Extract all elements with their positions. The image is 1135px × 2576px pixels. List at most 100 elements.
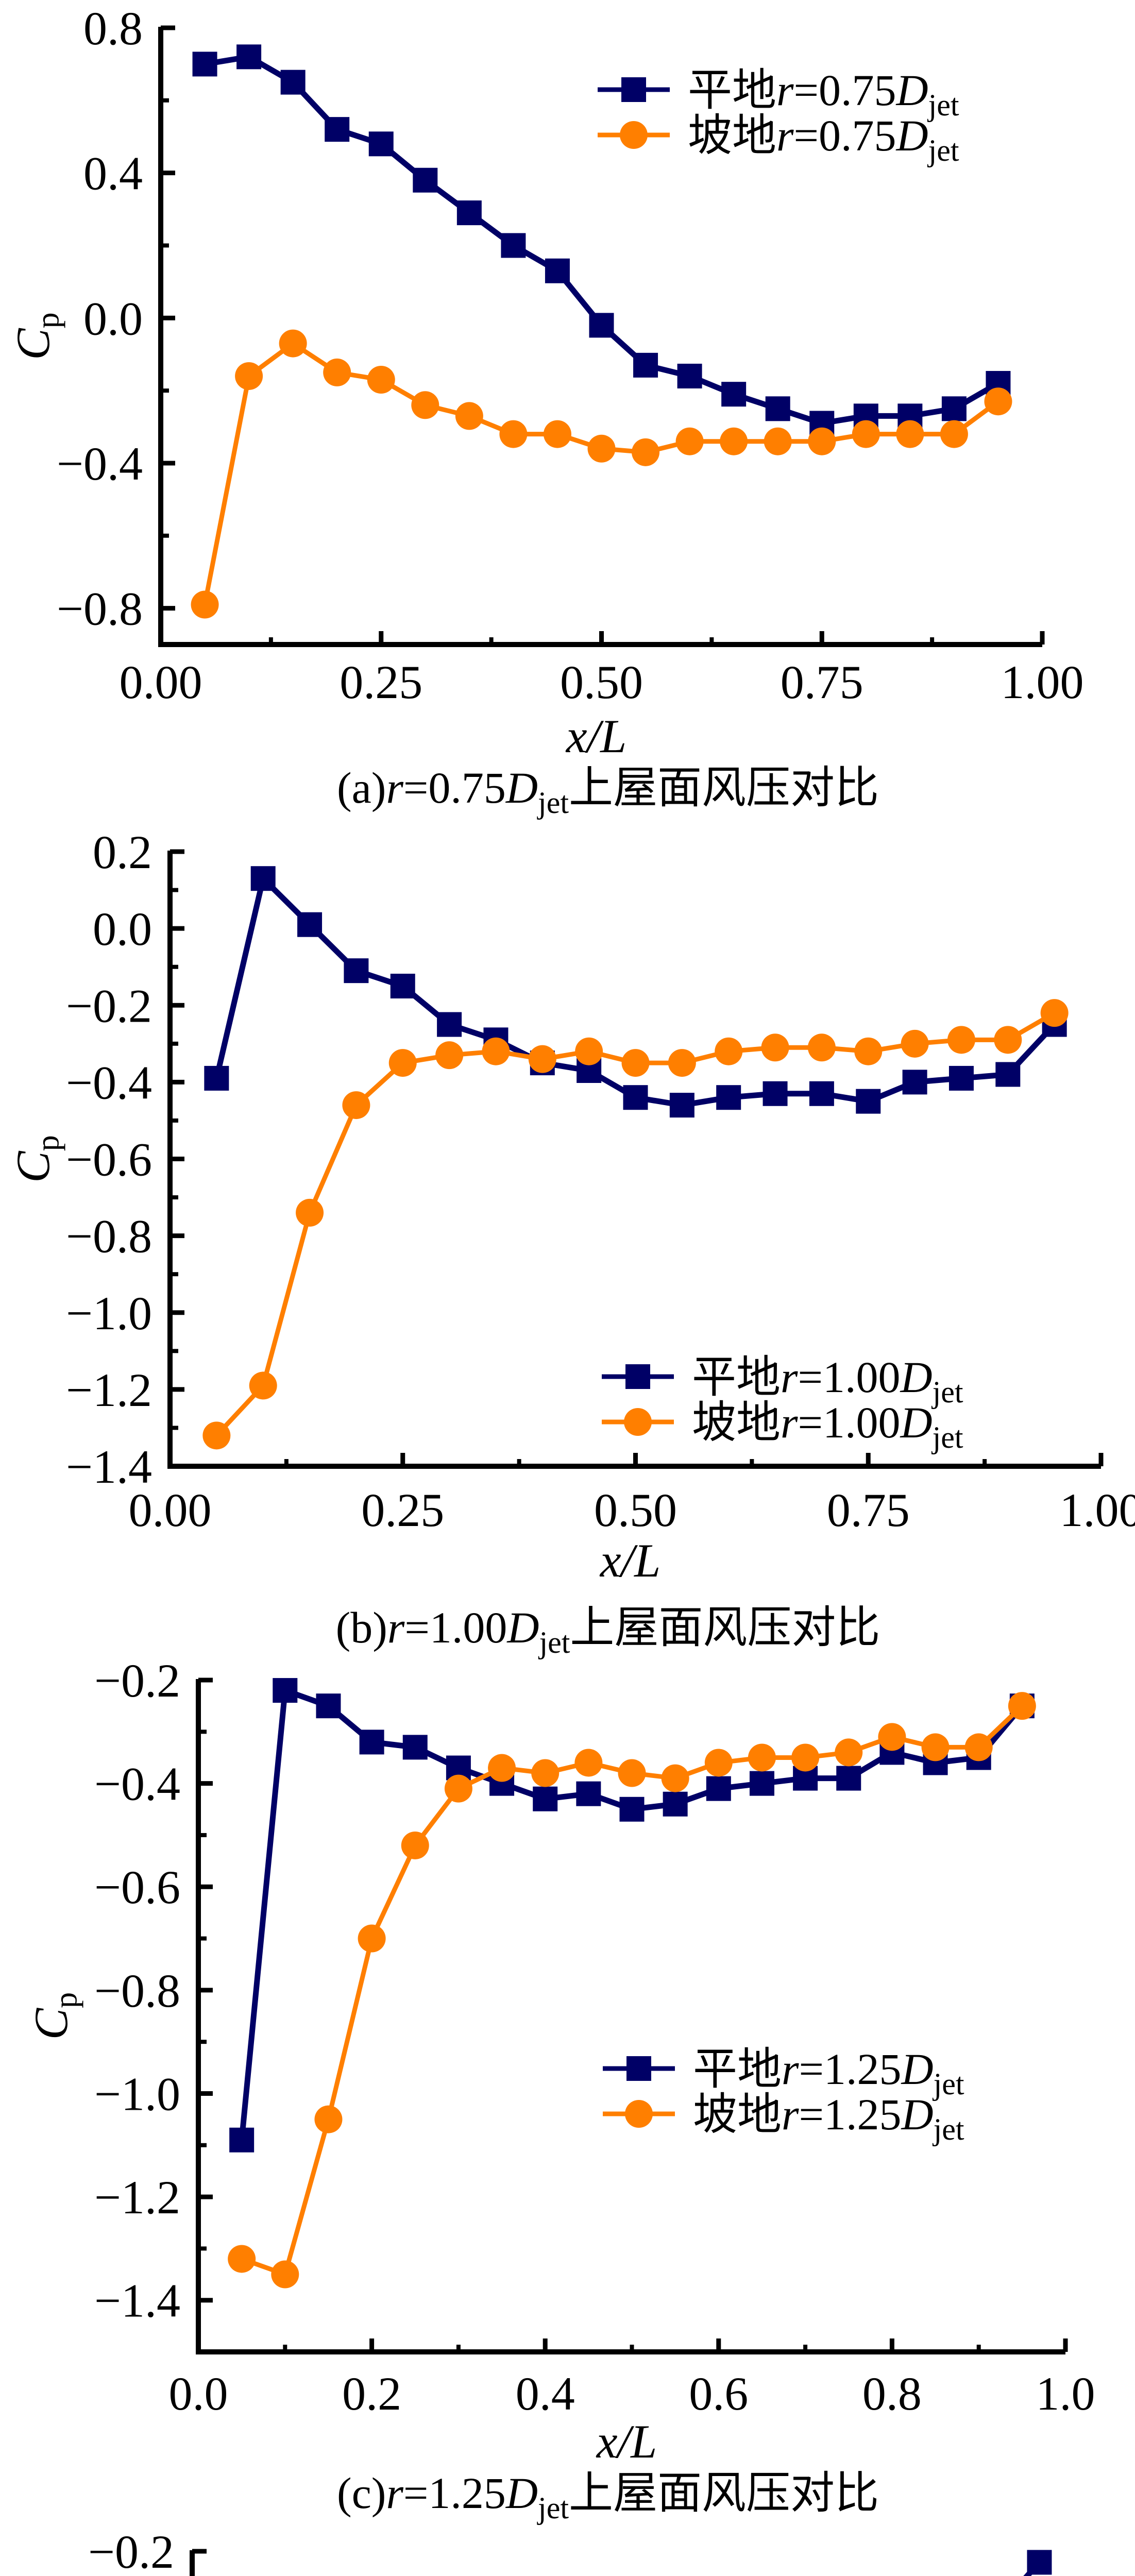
data-point-square [763, 1081, 788, 1106]
data-point-circle [314, 2105, 343, 2133]
y-tick-label: 0.2 [93, 826, 152, 878]
x-tick-label: 1.00 [1001, 656, 1084, 708]
series-slope [202, 999, 1069, 1450]
panel-caption: (b)r=1.00Djet上屋面风压对比 [336, 1603, 880, 1659]
data-point-circle [202, 1421, 231, 1450]
data-point-circle [835, 1738, 863, 1767]
data-point-circle [358, 1924, 386, 1953]
data-point-square [297, 912, 323, 937]
legend-marker-square [625, 1364, 650, 1389]
data-point-square [501, 233, 526, 258]
data-point-circle [531, 1759, 560, 1787]
data-point-circle [235, 362, 263, 390]
data-point-circle [401, 1831, 429, 1859]
data-point-circle [808, 427, 836, 455]
data-point-square [856, 1089, 881, 1114]
chart-panel-a: 0.8 0.4 0.0 −0.4 −0.8 0.00 0.25 0.50 0.75 1.00 x/L… [7, 2, 1084, 820]
data-point-circle [618, 1759, 646, 1787]
data-point-square [809, 1081, 834, 1106]
data-point-circle [499, 420, 528, 448]
data-point-circle [388, 1049, 417, 1077]
x-tick-label: 0.50 [594, 1484, 677, 1536]
y-tick-label: −0.2 [66, 979, 152, 1032]
data-point-square [533, 1786, 558, 1811]
x-tick-label: 0.00 [129, 1484, 212, 1536]
data-point-circle [435, 1041, 464, 1070]
data-point-circle [852, 420, 880, 448]
x-tick-label: 0.2 [342, 2367, 401, 2420]
y-tick-label: −0.8 [66, 1210, 152, 1263]
legend-item-flat: 平地r=1.25Djet [603, 2044, 964, 2101]
x-tick-label: 0.8 [862, 2367, 922, 2420]
y-tick-label: −1.4 [94, 2275, 180, 2327]
panel-caption: (c)r=1.25Djet上屋面风压对比 [337, 2468, 879, 2525]
data-point-square [836, 1766, 861, 1791]
data-point-circle [994, 1026, 1022, 1054]
y-tick-label: −0.4 [66, 1056, 152, 1109]
data-point-circle [661, 1764, 689, 1792]
x-tick-label: 0.0 [169, 2367, 228, 2420]
chart-panel-c: −0.2 −0.4 −0.6 −0.8 −1.0 −1.2 −1.4 0.0 0.2 0.4 0.6… [25, 1654, 1095, 2525]
series-flat [192, 44, 1011, 436]
data-point-square [456, 200, 482, 226]
y-tick-label: −0.4 [94, 1758, 180, 1810]
x-tick-label: 0.6 [689, 2367, 748, 2420]
data-point-circle [984, 387, 1012, 416]
data-point-circle [587, 434, 616, 463]
axes: −0.2 −0.4 −0.6 −0.8 −1.0 −1.2 −1.4 0.0 0.2 0.4 0.6… [94, 1654, 1095, 2420]
data-point-square [995, 1062, 1021, 1087]
legend-label: 坡地r=1.00Djet [692, 1398, 963, 1454]
data-point-square [706, 1776, 731, 1801]
legend-marker-square [621, 77, 646, 102]
data-point-circle [574, 1749, 603, 1777]
data-point-square [229, 2127, 255, 2153]
data-point-square [280, 70, 306, 95]
data-point-square [765, 396, 790, 421]
data-point-circle [228, 2245, 256, 2273]
x-axis-title: x/L [565, 710, 627, 762]
y-tick-label: −1.0 [66, 1287, 152, 1340]
data-point-circle [271, 2260, 299, 2289]
data-point-circle [715, 1037, 743, 1065]
data-point-square [545, 258, 570, 283]
x-axis-title: x/L [599, 1534, 661, 1587]
data-point-square [359, 1730, 384, 1755]
data-point-circle [668, 1049, 696, 1077]
axes: 0.8 0.4 0.0 −0.4 −0.8 0.00 0.25 0.50 0.75 1.00 [57, 2, 1083, 708]
data-point-square [948, 1065, 974, 1091]
data-point-circle [764, 427, 792, 455]
x-axis-title: x/L [596, 2415, 657, 2468]
panel-caption: (a)r=0.75Djet上屋面风压对比 [337, 763, 879, 820]
data-point-circle [632, 438, 660, 466]
x-tick-label: 0.4 [516, 2367, 575, 2420]
x-tick-label: 0.75 [781, 656, 863, 708]
y-tick-label: 0.0 [93, 903, 152, 955]
legend-item-slope: 坡地r=1.25Djet [603, 2090, 964, 2146]
data-point-circle [279, 329, 307, 358]
data-point-circle [482, 1037, 510, 1065]
data-point-square [721, 382, 747, 407]
y-tick-label: −0.6 [66, 1133, 152, 1186]
data-point-circle [367, 365, 395, 394]
data-point-square [941, 396, 967, 421]
legend-label: 坡地r=1.25Djet [693, 2090, 964, 2146]
series-flat [204, 866, 1067, 1118]
data-point-circle [748, 1743, 776, 1772]
data-point-circle [621, 1049, 650, 1077]
y-axis-title: Cp [7, 312, 65, 360]
data-point-circle [342, 1091, 370, 1120]
data-point-circle [296, 1198, 324, 1227]
y-tick-label: 0.4 [83, 147, 143, 200]
data-point-square [413, 167, 438, 193]
data-point-square [273, 1678, 298, 1703]
legend-marker-circle [620, 121, 648, 149]
y-tick-label: −0.2 [94, 1654, 180, 1707]
y-tick-label: 0.8 [83, 2, 143, 55]
data-point-circle [964, 1733, 993, 1761]
data-point-circle [878, 1723, 906, 1751]
data-point-circle [720, 427, 748, 455]
data-point-square [576, 1781, 601, 1806]
data-point-circle [901, 1029, 929, 1058]
